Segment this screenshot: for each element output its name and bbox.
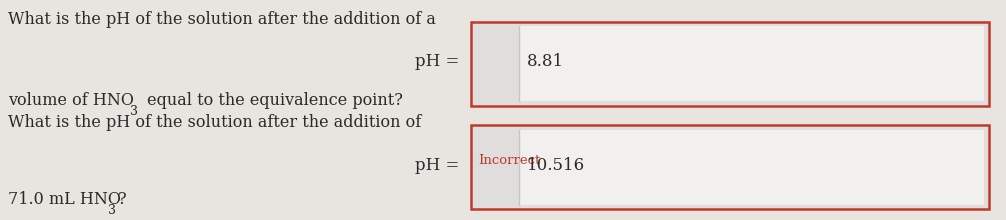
Text: What is the pH of the solution after the addition of a: What is the pH of the solution after the… — [8, 11, 436, 28]
Text: 3: 3 — [131, 104, 138, 117]
Text: volume of HNO: volume of HNO — [8, 92, 134, 109]
Text: 8.81: 8.81 — [527, 53, 564, 70]
FancyBboxPatch shape — [519, 26, 984, 101]
FancyBboxPatch shape — [471, 125, 989, 209]
FancyBboxPatch shape — [471, 22, 989, 106]
Text: What is the pH of the solution after the addition of: What is the pH of the solution after the… — [8, 114, 422, 131]
FancyBboxPatch shape — [519, 130, 984, 205]
Text: Incorrect: Incorrect — [478, 154, 540, 167]
Text: equal to the equivalence point?: equal to the equivalence point? — [142, 92, 402, 109]
Text: 10.516: 10.516 — [527, 156, 585, 174]
Text: ?: ? — [118, 191, 127, 208]
Text: pH =: pH = — [415, 53, 465, 70]
Text: 3: 3 — [108, 204, 116, 216]
Text: 71.0 mL HNO: 71.0 mL HNO — [8, 191, 121, 208]
Text: pH =: pH = — [415, 156, 465, 174]
